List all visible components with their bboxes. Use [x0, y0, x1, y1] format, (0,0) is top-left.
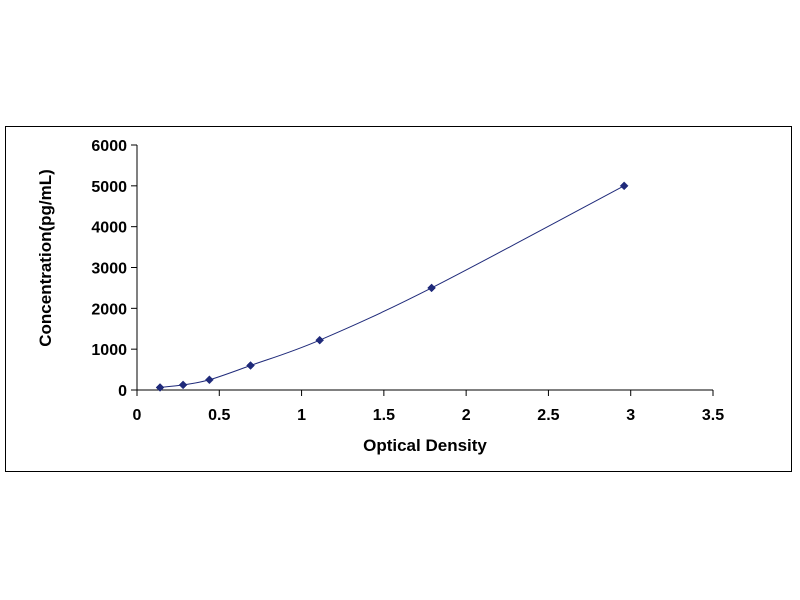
- x-tick-label: 0: [133, 407, 142, 424]
- y-tick-label: 2000: [91, 301, 127, 318]
- axes: 0 1000 2000 3000 4000 5000 6000 0 0.5 1 1.5 2 2.5 3 3.…: [91, 138, 724, 424]
- data-point: [205, 375, 214, 385]
- y-tick-label: 1000: [91, 342, 127, 359]
- data-point: [427, 283, 436, 293]
- chart-frame: [5, 126, 792, 472]
- y-tick-label: 6000: [91, 138, 127, 155]
- y-tick-label: 5000: [91, 179, 127, 196]
- data-point: [178, 380, 188, 390]
- y-tick-label: 0: [118, 383, 127, 400]
- data-points: [155, 181, 629, 392]
- x-tick-label: 1.5: [373, 407, 395, 424]
- data-point: [155, 383, 165, 392]
- x-tick-label: 1: [297, 407, 306, 424]
- data-point: [619, 181, 629, 191]
- y-axis-title: Concentration(pg/mL): [36, 169, 55, 347]
- x-tick-label: 2.5: [537, 407, 559, 424]
- x-axis-title: Optical Density: [363, 436, 487, 455]
- data-point: [246, 361, 255, 370]
- trendline: [159, 185, 625, 388]
- data-point: [315, 335, 325, 345]
- y-tick-label: 4000: [91, 220, 127, 237]
- x-tick-label: 3: [626, 407, 635, 424]
- y-tick-label: 3000: [91, 261, 127, 278]
- x-tick-label: 3.5: [702, 407, 724, 424]
- trendline-path: [159, 185, 625, 388]
- x-tick-label: 2: [462, 407, 471, 424]
- x-tick-label: 0.5: [208, 407, 230, 424]
